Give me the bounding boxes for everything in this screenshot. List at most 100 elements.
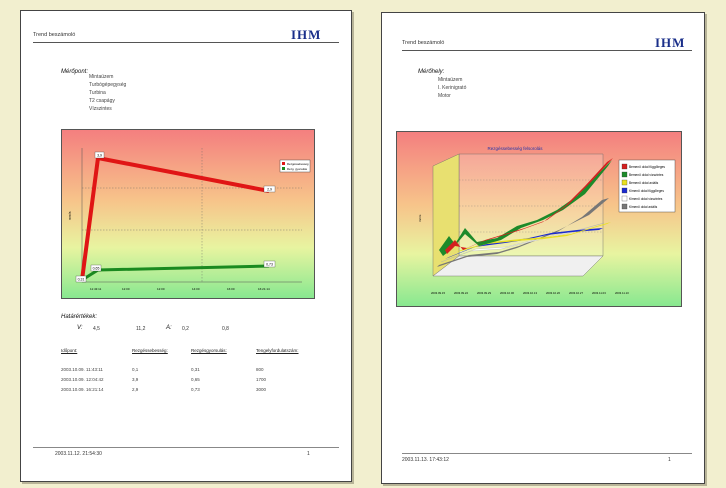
- x-tick-label: 12:00: [122, 287, 130, 291]
- meropont-item: T2 csapágy: [89, 98, 115, 104]
- chart-legend: [279, 159, 311, 173]
- table-cell: 1700: [256, 377, 267, 382]
- series-rezgessebesseg: [80, 155, 270, 281]
- y-axis-label: mm/s: [68, 211, 72, 220]
- trend-chart: 3,9 2,9 0,31 0,65 0,73 Rezgéssebesség Re…: [61, 129, 315, 299]
- point-label-box: [75, 275, 87, 283]
- point-label-box: [94, 151, 105, 159]
- merohely-label: Mérőhely:: [418, 69, 445, 75]
- header-divider: [33, 42, 339, 43]
- table-cell: 0,73: [191, 387, 200, 392]
- x-tick-label: 2003.09.29: [477, 291, 491, 295]
- point-label-box: [263, 185, 276, 193]
- legend-swatch: [621, 179, 628, 186]
- legend-swatch-green: [282, 167, 285, 170]
- series-rezgesgyorsulas: [81, 264, 270, 282]
- x-tick-label: 2003.09.22: [454, 291, 468, 295]
- limit-a1: 0,2: [182, 326, 189, 332]
- x-tick-label: 2003.11.03: [592, 291, 606, 295]
- table-cell: 800: [256, 367, 264, 372]
- x-tick-label: 11:43:11: [90, 287, 102, 291]
- limit-v2: 11,2: [136, 326, 146, 332]
- report-page-1: Trend beszámoló IHM Mérőpont: Mintaüzem …: [20, 10, 352, 482]
- merohely-item: Motor: [438, 93, 451, 99]
- table-cell: 0,1: [132, 367, 139, 372]
- x-tick-label: 16:00: [227, 287, 235, 291]
- chart-floor: [432, 255, 604, 277]
- ihm-logo: IHM: [291, 27, 322, 42]
- footer-page-number: 1: [668, 457, 671, 463]
- merohely-item: Mintaüzem: [438, 77, 463, 83]
- footer-divider: [33, 447, 339, 448]
- 3d-ribbon-chart-svg: Rezgéssebesség felsorolás mm/s 2003.09.1…: [418, 146, 676, 295]
- legend-swatch: [621, 171, 628, 178]
- legend-label: Rezg. gyorsulás: [287, 167, 308, 171]
- legend-label: Bemenő oldal vízszintes: [629, 173, 664, 177]
- chart-title: Rezgéssebesség felsorolás: [487, 146, 543, 151]
- page2-header-title: Trend beszámoló: [402, 40, 445, 46]
- meropont-label: Mérőpont:: [61, 69, 89, 75]
- legend-label: Bemenő oldal axiális: [629, 181, 659, 185]
- ribbon-kimeno-vizszintes: [440, 222, 605, 263]
- footer-date: 2003.11.13. 17:43:12: [402, 457, 449, 463]
- limit-a-label: A:: [166, 325, 172, 331]
- legend-label: Rezgéssebesség: [287, 162, 309, 166]
- point-label-box: [263, 260, 276, 268]
- x-tick-label: 2003.10.20: [546, 291, 560, 295]
- x-tick-label: 12:00: [157, 287, 165, 291]
- table-header: Rezgésgyorsulás:: [191, 348, 227, 353]
- x-tick-label: 2003.10.27: [569, 291, 583, 295]
- legend-label: Bemenő oldal függőleges: [629, 165, 665, 169]
- point-label: 3,9: [97, 154, 102, 158]
- footer-divider: [402, 453, 692, 454]
- legend-entries: Bemenő oldal függőleges Bemenő oldal vízs…: [621, 163, 665, 210]
- legend-swatch: [621, 203, 628, 210]
- meropont-item: Mintaüzem: [89, 74, 114, 80]
- legend-swatch: [621, 187, 628, 194]
- legend-label: Kimenő oldal függőleges: [629, 189, 664, 193]
- trend-chart-svg: 3,9 2,9 0,31 0,65 0,73 Rezgéssebesség Re…: [68, 148, 311, 291]
- table-cell: 2,9: [132, 387, 139, 392]
- footer-date: 2003.11.12. 21:54:30: [55, 451, 102, 457]
- point-label: 0,73: [266, 263, 273, 267]
- x-tick-label: 2003.10.06: [500, 291, 514, 295]
- x-tick-label: 2003.09.15: [431, 291, 445, 295]
- merohely-list: Mintaüzem I. Kerinigrató Motor: [438, 76, 466, 100]
- meropont-item: Turbina: [89, 90, 106, 96]
- limits-label: Határértékek:: [61, 314, 98, 320]
- table-header: Tengelyfordulatszám:: [256, 348, 299, 353]
- report-page-2: Trend beszámoló IHM Mérőhely: Mintaüzem …: [381, 12, 705, 484]
- footer-page-number: 1: [307, 451, 310, 457]
- page1-header-title: Trend beszámoló: [33, 32, 76, 38]
- table-cell: 3000: [256, 387, 267, 392]
- 3d-ribbon-chart: Rezgéssebesség felsorolás mm/s 2003.09.1…: [396, 131, 682, 307]
- meropont-item: Vízszintes: [89, 106, 112, 112]
- point-label-box: [90, 264, 102, 272]
- x-tick-label: 14:00: [192, 287, 200, 291]
- table-cell: 0,65: [191, 377, 200, 382]
- meropont-list: Mintaüzem Turbógépegység Turbina T2 csap…: [89, 73, 126, 113]
- limit-v-label: V:: [77, 325, 83, 331]
- y-axis-label: mm/s: [418, 214, 422, 222]
- point-label: 2,9: [267, 188, 272, 192]
- legend-swatch: [621, 163, 628, 170]
- point-label: 0,31: [78, 278, 85, 282]
- limit-a2: 0,8: [222, 326, 229, 332]
- table-cell: 3,9: [132, 377, 139, 382]
- x-tick-label: 2003.11.10: [615, 291, 629, 295]
- table-header: Időpont:: [61, 348, 78, 353]
- table-cell: 2003.10.09. 16:21:14: [61, 387, 104, 392]
- ihm-logo: IHM: [655, 35, 686, 50]
- ribbon-kimeno-axialis: [437, 198, 609, 267]
- meropont-item: Turbógépegység: [89, 82, 127, 88]
- merohely-item: I. Kerinigrató: [438, 85, 467, 91]
- table-cell: 2003.10.09. 11:43:11: [61, 367, 103, 372]
- limit-v1: 4,5: [93, 326, 100, 332]
- x-tick-label: 16:21:14: [258, 287, 270, 291]
- chart-legend: [618, 159, 676, 213]
- table-cell: 2003.10.09. 12:04:42: [61, 377, 104, 382]
- legend-swatch-red: [282, 162, 285, 165]
- legend-label: Kimenő oldal axiális: [629, 205, 658, 209]
- table-cell: 0,31: [191, 367, 200, 372]
- chart-side-wall: [432, 153, 460, 277]
